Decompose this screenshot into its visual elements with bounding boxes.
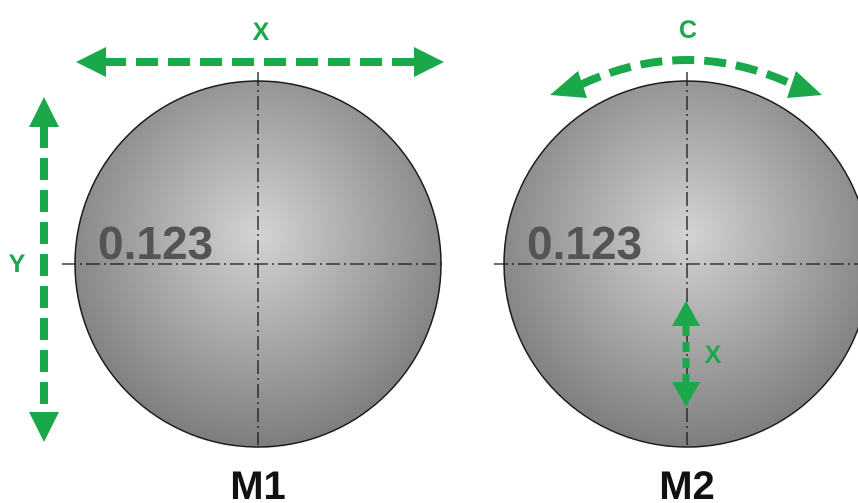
m2-c-axis-arrow <box>550 56 822 98</box>
m1-x-axis-arrow <box>76 47 444 77</box>
m2-x-axis-label: X <box>705 341 722 369</box>
m2-c-axis-label: C <box>679 16 697 44</box>
m2-group: 0.123 C X M2 <box>494 16 858 503</box>
m1-engraving-text: 0.123 <box>98 217 213 269</box>
m2-x-axis-arrow <box>672 301 700 407</box>
m1-group: 0.123 X Y M1 <box>9 18 444 503</box>
m1-x-axis-label: X <box>253 18 270 46</box>
m1-y-axis-arrow <box>29 97 59 442</box>
m1-y-axis-label: Y <box>9 250 26 278</box>
m1-mode-label: M1 <box>230 464 286 503</box>
m2-mode-label: M2 <box>659 464 715 503</box>
m2-engraving-text: 0.123 <box>527 217 642 269</box>
